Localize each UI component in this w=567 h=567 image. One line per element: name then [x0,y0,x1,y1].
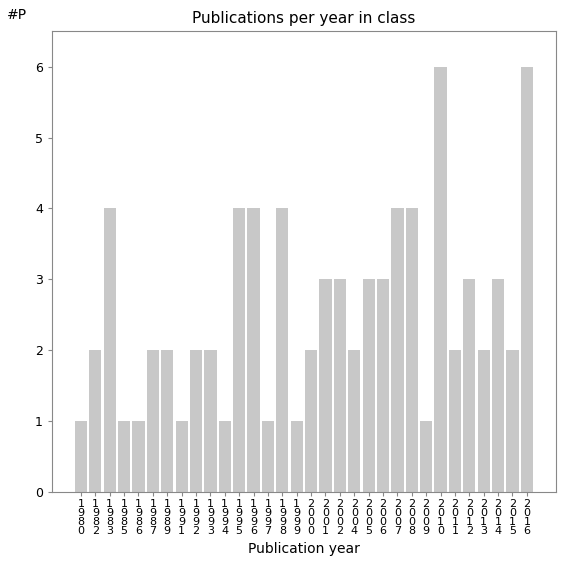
Bar [147,350,159,492]
Bar [319,280,332,492]
Bar [477,350,490,492]
Bar [219,421,231,492]
Bar [276,209,289,492]
Bar [391,209,404,492]
Bar [262,421,274,492]
Title: Publications per year in class: Publications per year in class [192,11,416,26]
Bar [348,350,361,492]
Bar [463,280,476,492]
Bar [420,421,432,492]
Bar [118,421,130,492]
Bar [132,421,145,492]
Bar [75,421,87,492]
X-axis label: Publication year: Publication year [248,542,360,556]
Bar [334,280,346,492]
Bar [377,280,389,492]
Bar [291,421,303,492]
Bar [492,280,504,492]
Bar [190,350,202,492]
Y-axis label: #P: #P [7,9,27,22]
Bar [161,350,174,492]
Bar [506,350,519,492]
Bar [521,67,533,492]
Bar [434,67,447,492]
Bar [204,350,217,492]
Bar [233,209,246,492]
Bar [247,209,260,492]
Bar [449,350,461,492]
Bar [305,350,317,492]
Bar [176,421,188,492]
Bar [362,280,375,492]
Bar [104,209,116,492]
Bar [89,350,101,492]
Bar [405,209,418,492]
